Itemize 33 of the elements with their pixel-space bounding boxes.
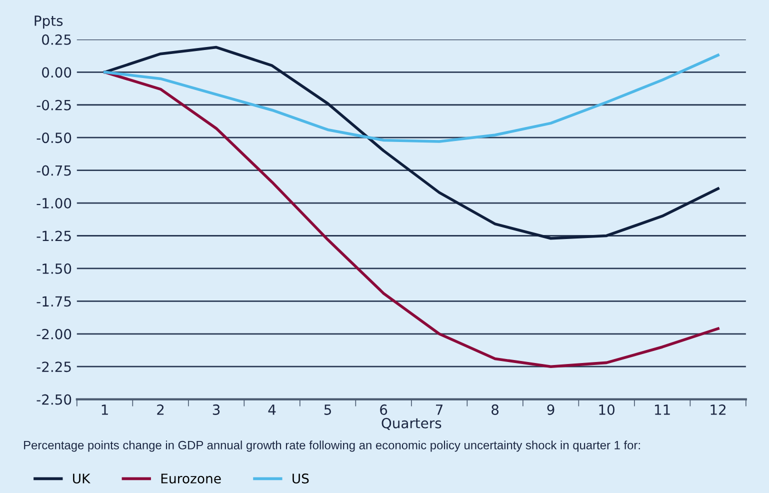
x-tick-label: 6 bbox=[380, 404, 388, 415]
line-series bbox=[103, 70, 720, 368]
legend-label: US bbox=[292, 474, 309, 484]
y-tick-label: 0.25 bbox=[42, 34, 71, 45]
line-series bbox=[103, 54, 720, 143]
legend-label: UK bbox=[73, 474, 90, 484]
y-tick-label: -2.25 bbox=[36, 362, 71, 372]
y-tick-label: -2.00 bbox=[36, 328, 72, 340]
x-tick-label: 4 bbox=[268, 404, 276, 415]
y-tick-label: -1.00 bbox=[36, 198, 72, 208]
x-tick-label: 3 bbox=[212, 404, 220, 415]
line-series bbox=[103, 46, 720, 240]
y-tick-label: -0.25 bbox=[36, 100, 71, 110]
y-axis-title: Ppts bbox=[34, 16, 63, 29]
y-tick-label: -1.75 bbox=[36, 296, 71, 307]
y-tick-label: -0.75 bbox=[36, 165, 71, 176]
x-tick-label: 2 bbox=[157, 404, 164, 415]
y-tick-label: 0.00 bbox=[42, 67, 72, 78]
x-tick-label: 11 bbox=[654, 404, 670, 415]
text: Percentage points change in GDP annual growth rate following an economic policy uncertainty shock in quarter 1 for: bbox=[24, 440, 640, 452]
x-tick-label: 10 bbox=[599, 404, 614, 415]
x-tick-label: 1 bbox=[102, 404, 108, 415]
y-tick-label: -1.25 bbox=[36, 230, 71, 242]
y-tick-label: -2.50 bbox=[36, 394, 72, 405]
x-tick-label: 12 bbox=[710, 404, 726, 415]
x-tick-label: 7 bbox=[436, 404, 443, 415]
x-axis-title: Quarters bbox=[382, 418, 442, 430]
x-tick-label: 9 bbox=[547, 404, 554, 415]
y-tick-label: -0.50 bbox=[36, 132, 72, 144]
legend-label: Eurozone bbox=[161, 474, 221, 484]
x-tick-label: 8 bbox=[492, 404, 499, 415]
x-tick-label: 5 bbox=[324, 404, 331, 415]
y-tick-label: -1.50 bbox=[36, 263, 72, 274]
